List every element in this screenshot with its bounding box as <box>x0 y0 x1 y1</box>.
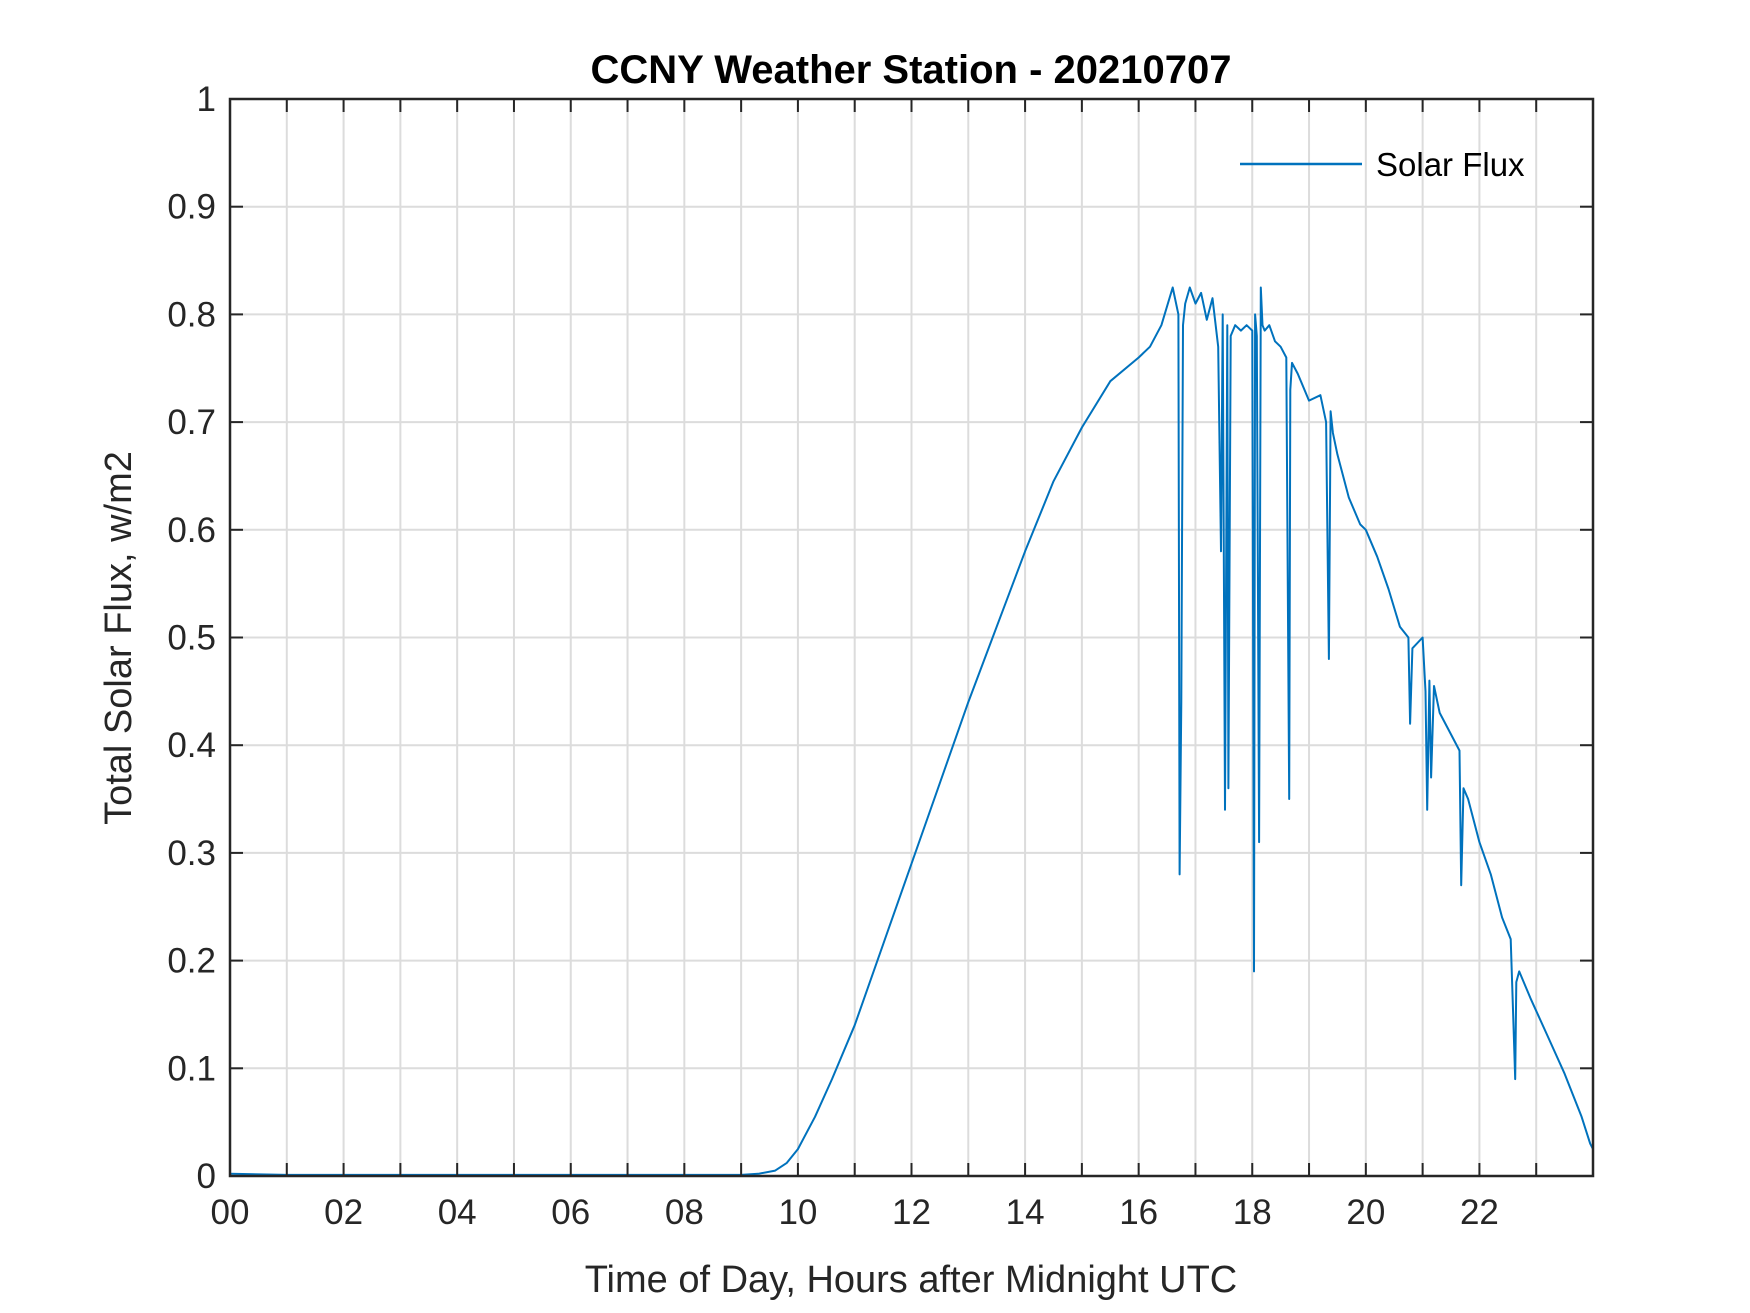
x-axis-label: Time of Day, Hours after Midnight UTC <box>585 1259 1238 1301</box>
y-tick-label: 0.1 <box>167 1049 216 1088</box>
x-tick-label: 22 <box>1460 1193 1499 1232</box>
y-tick-labels: 0 0.1 0.2 0.3 0.4 0.5 0.6 0.7 0.8 0.9 1 <box>167 80 216 1196</box>
x-tick-label: 00 <box>211 1193 250 1232</box>
tick-marks <box>229 98 1594 1177</box>
x-tick-label: 02 <box>324 1193 363 1232</box>
x-tick-label: 08 <box>665 1193 704 1232</box>
y-tick-label: 0.6 <box>167 511 216 550</box>
series-layer <box>229 286 1594 1176</box>
y-tick-label: 1 <box>197 80 216 119</box>
x-tick-label: 16 <box>1119 1193 1158 1232</box>
y-tick-label: 0.2 <box>167 942 216 981</box>
x-tick-label: 18 <box>1233 1193 1272 1232</box>
series-line-solar-flux <box>229 286 1594 1176</box>
x-tick-label: 04 <box>438 1193 477 1232</box>
chart-title: CCNY Weather Station - 20210707 <box>591 48 1232 92</box>
y-tick-label: 0 <box>197 1157 216 1196</box>
y-tick-label: 0.4 <box>167 726 216 765</box>
x-tick-labels: 00 02 04 06 08 10 12 14 16 18 20 22 <box>211 1193 1499 1232</box>
x-tick-label: 14 <box>1006 1193 1045 1232</box>
x-tick-label: 20 <box>1346 1193 1385 1232</box>
x-tick-label: 06 <box>551 1193 590 1232</box>
legend-label-solar-flux: Solar Flux <box>1376 146 1525 183</box>
y-tick-label: 0.8 <box>167 295 216 334</box>
y-tick-label: 0.7 <box>167 403 216 442</box>
y-tick-label: 0.5 <box>167 619 216 658</box>
x-tick-label: 12 <box>892 1193 931 1232</box>
y-axis-label: Total Solar Flux, w/m2 <box>98 451 140 825</box>
x-tick-label: 10 <box>778 1193 817 1232</box>
legend: Solar Flux <box>1240 146 1525 183</box>
y-tick-label: 0.3 <box>167 834 216 873</box>
axes-box <box>228 97 1595 1178</box>
y-tick-label: 0.9 <box>167 188 216 227</box>
